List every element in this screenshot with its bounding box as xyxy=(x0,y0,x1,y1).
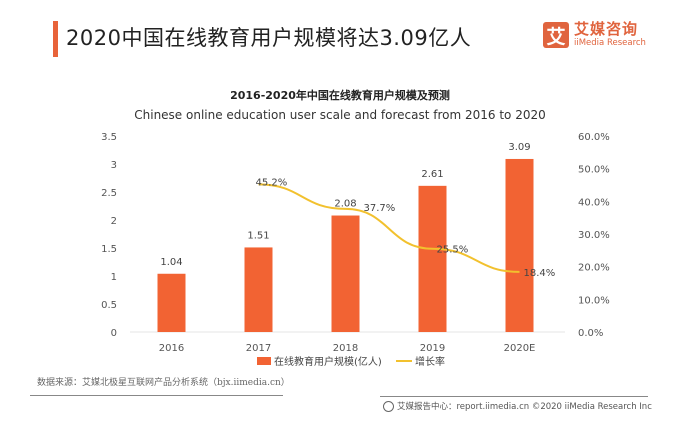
x-tick-label: 2017 xyxy=(246,343,271,354)
growth-rate-label: 45.2% xyxy=(256,177,288,188)
x-tick-label: 2018 xyxy=(333,343,358,354)
bar xyxy=(244,247,273,332)
logo-mark-icon: 艾 xyxy=(543,22,569,48)
data-source: 数据来源：艾媒北极星互联网产品分析系统（bjx.iimedia.cn） xyxy=(37,378,290,388)
y-left-tick-label: 2.5 xyxy=(101,188,117,199)
bar-value-label: 2.61 xyxy=(421,169,443,180)
footer-divider xyxy=(380,396,648,397)
legend-bar-label: 在线教育用户规模(亿人) xyxy=(274,355,382,368)
growth-rate-label: 18.4% xyxy=(524,268,556,279)
chart-title: 2016-2020年中国在线教育用户规模及预测 xyxy=(230,88,450,102)
legend-line-label: 增长率 xyxy=(415,355,445,368)
footer: 艾媒报告中心：report.iimedia.cn ©2020 iiMedia R… xyxy=(383,400,652,412)
x-tick-label: 2019 xyxy=(420,343,445,354)
logo-name-en: iiMedia Research xyxy=(574,38,646,49)
y-left-tick-label: 3.5 xyxy=(101,132,117,143)
growth-rate-label: 37.7% xyxy=(364,203,396,214)
growth-rate-label: 25.5% xyxy=(437,245,469,256)
x-tick-label: 2016 xyxy=(159,343,184,354)
globe-icon xyxy=(383,400,394,412)
y-left-tick-label: 1 xyxy=(111,272,117,283)
y-left-tick-label: 3 xyxy=(111,160,117,171)
bar-value-label: 3.09 xyxy=(508,142,530,153)
y-right-tick-label: 0.0% xyxy=(578,328,603,339)
bar xyxy=(418,185,447,332)
bar-value-label: 1.04 xyxy=(160,257,182,268)
y-right-tick-label: 50.0% xyxy=(578,165,610,176)
bar xyxy=(157,273,186,332)
y-right-tick-label: 60.0% xyxy=(578,132,610,143)
title-accent-bar xyxy=(53,21,58,57)
y-left-tick-label: 2 xyxy=(111,216,117,227)
bar xyxy=(331,215,360,332)
iimedia-logo: 艾 艾媒咨询 iiMedia Research xyxy=(543,22,646,48)
page-title: 2020中国在线教育用户规模将达3.09亿人 xyxy=(66,26,472,50)
y-left-tick-label: 0.5 xyxy=(101,300,117,311)
y-right-tick-label: 20.0% xyxy=(578,263,610,274)
y-left-tick-label: 1.5 xyxy=(101,244,117,255)
bar-value-label: 2.08 xyxy=(334,199,356,210)
y-left-tick-label: 0 xyxy=(111,328,117,339)
y-right-tick-label: 40.0% xyxy=(578,197,610,208)
x-tick-label: 2020E xyxy=(504,343,536,354)
bar-value-label: 1.51 xyxy=(247,230,269,241)
legend-bar-swatch xyxy=(257,357,271,365)
source-divider xyxy=(30,395,283,396)
y-right-tick-label: 10.0% xyxy=(578,295,610,306)
footer-text: 艾媒报告中心：report.iimedia.cn ©2020 iiMedia R… xyxy=(397,402,652,412)
growth-rate-line xyxy=(258,183,520,273)
logo-name-cn: 艾媒咨询 xyxy=(574,20,639,39)
chart-subtitle: Chinese online education user scale and … xyxy=(134,108,545,122)
bar xyxy=(505,158,534,332)
y-right-tick-label: 30.0% xyxy=(578,230,610,241)
